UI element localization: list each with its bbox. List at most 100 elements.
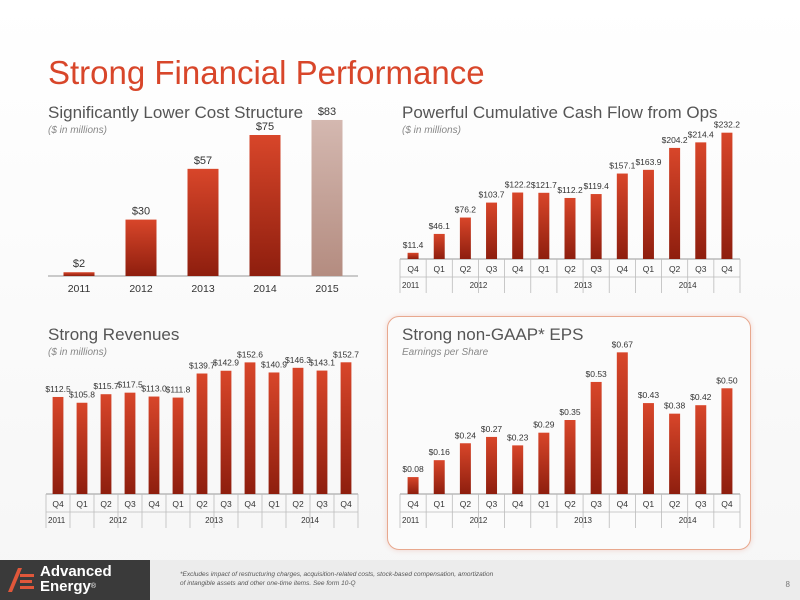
bar <box>340 362 352 494</box>
tick-label: Q2 <box>564 264 576 274</box>
bar <box>172 397 184 494</box>
eps-chart: $0.08 Q4 $0.16 Q1 $0.24 Q2 $0.27 Q3 $0.23 Q4 $0.29… <box>399 339 741 528</box>
bar <box>459 443 471 494</box>
year-label: 2011 <box>48 516 66 525</box>
tick-label: Q2 <box>564 499 576 509</box>
tick-label: 2011 <box>68 283 91 295</box>
tick-label: Q4 <box>512 264 524 274</box>
tick-label: Q3 <box>316 499 328 509</box>
data-label: $0.67 <box>612 339 634 349</box>
bar <box>616 173 628 259</box>
year-label: 2013 <box>574 516 592 525</box>
tick-label: Q1 <box>538 264 550 274</box>
tick-label: Q1 <box>76 499 88 509</box>
bar <box>433 460 445 494</box>
tick-label: 2012 <box>129 283 153 295</box>
bar <box>486 436 498 494</box>
bar <box>721 388 733 494</box>
bar <box>76 402 88 494</box>
data-label: $0.50 <box>716 375 738 385</box>
data-label: $163.9 <box>635 157 661 167</box>
bar <box>669 413 681 494</box>
tick-label: Q2 <box>460 499 472 509</box>
bar <box>244 362 256 494</box>
bar <box>311 119 343 277</box>
bar <box>538 432 550 494</box>
tick-label: Q4 <box>148 499 160 509</box>
data-label: $105.8 <box>69 390 95 400</box>
data-label: $2 <box>73 258 85 270</box>
tick-label: Q1 <box>434 499 446 509</box>
bar <box>249 135 281 276</box>
year-label: 2012 <box>109 516 127 525</box>
tick-label: Q1 <box>643 499 655 509</box>
footnote: *Excludes impact of restructuring charge… <box>180 571 494 587</box>
data-label: $140.9 <box>261 359 287 369</box>
bar <box>268 372 280 494</box>
tick-label: Q1 <box>538 499 550 509</box>
year-label: 2012 <box>470 281 488 290</box>
tick-label: Q3 <box>124 499 136 509</box>
year-label: 2014 <box>679 516 697 525</box>
tick-label: Q4 <box>721 264 733 274</box>
data-label: $152.6 <box>237 349 263 359</box>
tick-label: 2015 <box>315 283 339 295</box>
bar <box>292 367 304 494</box>
eps-panel-title: Strong non-GAAP* EPS <box>402 325 584 344</box>
tick-label: Q3 <box>695 264 707 274</box>
tick-label: Q4 <box>407 499 419 509</box>
bar <box>220 370 232 494</box>
bar <box>459 217 471 259</box>
data-label: $0.23 <box>507 432 529 442</box>
logo-line2: Energy <box>40 578 91 595</box>
bar <box>125 219 157 276</box>
data-label: $83 <box>318 106 336 118</box>
logo-registered: ® <box>90 583 97 590</box>
tick-label: Q3 <box>486 264 498 274</box>
slide-title: Strong Financial Performance <box>48 54 485 91</box>
tick-label: Q1 <box>268 499 280 509</box>
data-label: $0.53 <box>586 369 608 379</box>
bar <box>316 370 328 494</box>
bar <box>486 202 498 259</box>
bar <box>616 352 628 494</box>
data-label: $121.7 <box>531 180 557 190</box>
bar <box>695 405 707 494</box>
tick-label: Q1 <box>643 264 655 274</box>
cost-panel-subtitle: ($ in millions) <box>48 125 107 136</box>
data-label: $57 <box>194 155 212 167</box>
data-label: $0.38 <box>664 401 686 411</box>
tick-label: Q4 <box>617 264 629 274</box>
tick-label: Q1 <box>434 264 446 274</box>
tick-label: Q2 <box>460 264 472 274</box>
bar <box>590 381 602 494</box>
data-label: $111.8 <box>166 385 191 395</box>
data-label: $157.1 <box>609 161 635 171</box>
data-label: $152.7 <box>333 349 359 359</box>
tick-label: Q2 <box>100 499 112 509</box>
tick-label: 2013 <box>191 283 215 295</box>
data-label: $0.24 <box>455 430 477 440</box>
year-label: 2012 <box>470 516 488 525</box>
tick-label: Q4 <box>340 499 352 509</box>
data-label: $0.29 <box>533 420 555 430</box>
data-label: $0.27 <box>481 424 503 434</box>
data-label: $0.35 <box>559 407 581 417</box>
cost-chart: $2 2011 $30 2012 $57 2013 $75 2014 $83 2015 <box>48 106 358 295</box>
data-label: $122.2 <box>505 180 531 190</box>
tick-label: Q3 <box>590 499 602 509</box>
bar <box>512 192 524 259</box>
tick-label: Q4 <box>407 264 419 274</box>
tick-label: Q3 <box>695 499 707 509</box>
tick-label: Q2 <box>196 499 208 509</box>
year-label: 2014 <box>301 516 319 525</box>
tick-label: Q3 <box>486 499 498 509</box>
year-label: 2013 <box>574 281 592 290</box>
bar <box>538 192 550 259</box>
tick-label: Q4 <box>512 499 524 509</box>
tick-label: Q3 <box>590 264 602 274</box>
tick-label: 2014 <box>253 283 277 295</box>
data-label: $139.7 <box>189 361 215 371</box>
data-label: $143.1 <box>309 358 335 368</box>
data-label: $76.2 <box>455 205 477 215</box>
